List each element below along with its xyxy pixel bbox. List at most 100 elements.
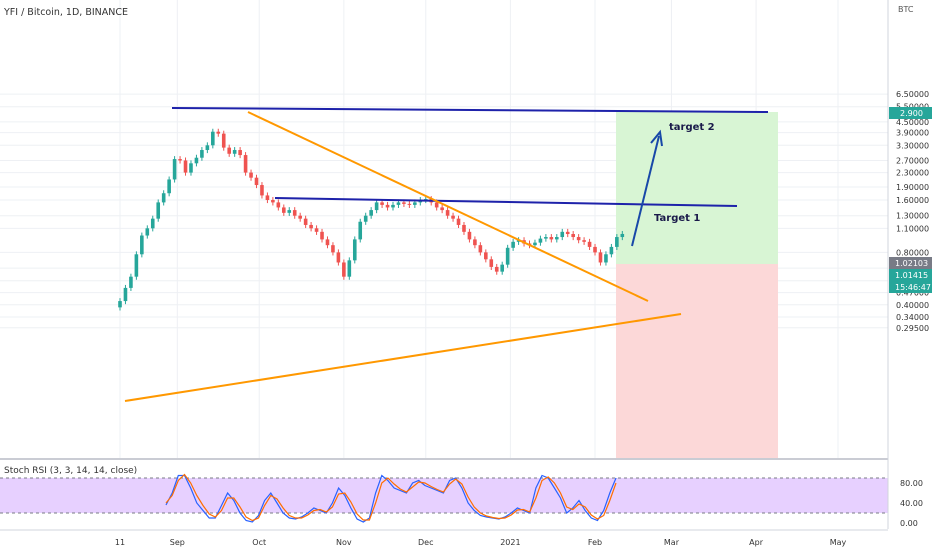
time-tick-label: 2021 (500, 538, 520, 547)
candle-body (385, 204, 390, 208)
target2-label[interactable]: target 2 (669, 122, 715, 133)
candle-body (276, 202, 281, 208)
osc-tick-label: 80.00 (900, 479, 923, 488)
candle-body (369, 210, 373, 216)
candle-body (511, 241, 515, 248)
candle-body (314, 228, 319, 232)
countdown-tag-bg (889, 281, 932, 293)
price-tick-label: 0.80000 (896, 248, 929, 257)
rsi-band (0, 478, 888, 513)
candle-body (544, 237, 548, 239)
candle-body (243, 155, 248, 173)
candle-body (260, 185, 264, 196)
candle-body (140, 235, 144, 255)
candle-body (287, 210, 292, 213)
candle-body (620, 233, 625, 238)
candle-body (249, 172, 253, 178)
candle-body (576, 237, 581, 241)
time-tick-label: 11 (115, 538, 125, 547)
osc-tick-label: 0.00 (900, 519, 918, 528)
descending-trendline[interactable] (247, 111, 649, 302)
candle-body (325, 239, 330, 246)
candle-body (156, 202, 161, 219)
candle-body (560, 231, 565, 238)
time-labels: 11 Sep Oct Nov Dec 2021 Feb Mar Apr May (115, 538, 847, 547)
target-arrow[interactable] (631, 135, 660, 247)
candle-body (500, 264, 504, 272)
candle-body (232, 150, 237, 154)
candle-body (254, 177, 259, 186)
target1-level-line[interactable] (274, 197, 738, 207)
price-tick-label: 1.90000 (896, 183, 929, 192)
candle-body (374, 202, 379, 211)
price-tick-label: 0.29500 (896, 324, 929, 333)
candle-body (380, 202, 384, 205)
candle-body (331, 245, 335, 253)
candle-body (582, 240, 586, 242)
price-tick-label: 1.60000 (896, 196, 929, 205)
ascending-trendline[interactable] (124, 313, 682, 402)
candle-body (221, 133, 226, 148)
time-tick-label: Nov (336, 538, 352, 547)
time-tick-label: Oct (252, 538, 266, 547)
candle-body (303, 218, 308, 225)
candle-body (609, 246, 614, 255)
candle-body (145, 228, 150, 236)
candle-body (271, 200, 275, 203)
candle-body (216, 131, 221, 134)
candle-body (571, 234, 575, 238)
candle-body (298, 215, 302, 219)
candle-body (129, 276, 133, 288)
candle-body (484, 252, 488, 260)
candle-body (282, 207, 286, 213)
time-tick-label: Sep (170, 538, 185, 547)
price-axis-currency: BTC (898, 5, 914, 14)
candle-body (440, 207, 444, 211)
candle-body (396, 202, 401, 205)
profit-zone[interactable] (616, 112, 778, 264)
price-tag-a-bg (889, 257, 932, 269)
candle-body (320, 231, 324, 240)
time-tick-label: Dec (418, 538, 433, 547)
candle-body (533, 242, 537, 246)
candle-body (238, 150, 242, 156)
candle-body (434, 202, 439, 208)
loss-zone[interactable] (616, 264, 778, 458)
oscillator-lines (165, 473, 617, 523)
candle-body (489, 259, 494, 267)
price-tick-label: 4.50000 (896, 118, 929, 127)
target1-label[interactable]: Target 1 (654, 213, 700, 224)
price-tick-label: 0.34000 (896, 313, 929, 322)
price-tick-label: 1.10000 (896, 224, 929, 233)
time-axis[interactable] (0, 529, 932, 550)
candle-body (402, 202, 406, 204)
candle-body (598, 252, 603, 263)
upper-level-line[interactable] (171, 107, 769, 113)
candle-body (189, 163, 193, 173)
candle-body (413, 202, 417, 205)
candle-body (473, 239, 477, 246)
tag-top (889, 107, 932, 119)
candle-body (167, 179, 171, 194)
symbol-title: YFI / Bitcoin, 1D, BINANCE (3, 7, 128, 18)
candle-body (161, 193, 166, 203)
candle-body (150, 218, 155, 229)
price-tick-label: 1.30000 (896, 212, 929, 221)
candle-body (200, 150, 204, 158)
candle-body (358, 221, 363, 240)
arrow-head-icon (650, 129, 663, 147)
candle-body (194, 157, 199, 164)
candle-body (593, 246, 597, 253)
candle-body (516, 240, 521, 242)
price-tick-label: 6.50000 (896, 90, 929, 99)
tag-top-text: 2.900 (900, 109, 923, 118)
candle-body (538, 238, 543, 243)
candle-body (565, 231, 570, 235)
candle-body (451, 215, 455, 219)
time-tick-label: Apr (749, 538, 764, 547)
candle-body (407, 203, 412, 205)
candle-body (342, 262, 346, 277)
stoch-d-line (165, 473, 617, 522)
